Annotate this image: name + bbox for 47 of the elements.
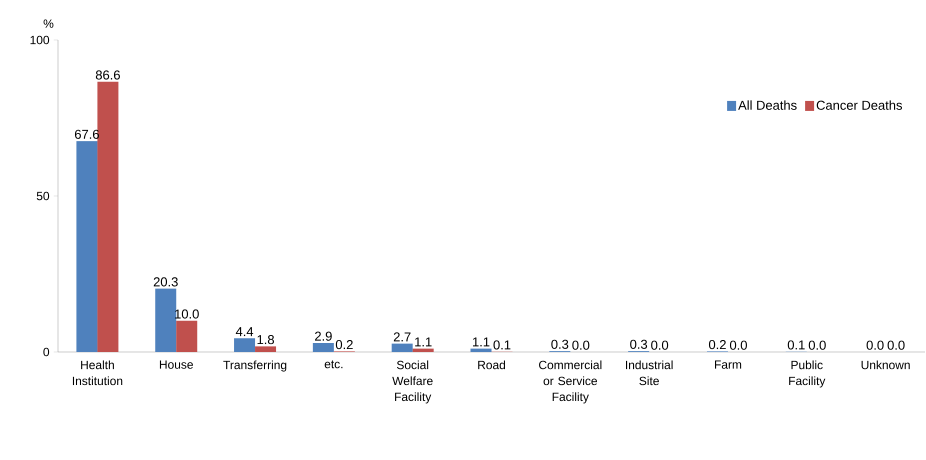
x-tick-label: Public Facility (789, 360, 826, 388)
bar (392, 344, 413, 352)
y-axis-title: % (44, 19, 54, 28)
x-tick-label: House (160, 360, 193, 369)
data-label: 0.0 (866, 340, 884, 350)
data-label: 0.2 (708, 340, 726, 350)
x-tick-label: Industrial Site (626, 360, 673, 386)
legend-label: All Deaths (738, 100, 797, 110)
x-tick-label: Commercial or Service Facility (539, 360, 602, 404)
data-label: 2.7 (394, 332, 411, 342)
data-label: 1.8 (258, 335, 274, 344)
x-tick-label: Farm (715, 360, 742, 369)
x-tick-label: Social Welfare Facility (392, 360, 433, 404)
y-tick-label: 0 (43, 348, 50, 356)
bar (470, 348, 492, 352)
bar (412, 348, 434, 352)
bar (234, 338, 256, 352)
y-tick-label: 100 (30, 36, 50, 44)
x-tick-label: Transferring (223, 360, 286, 372)
bar (155, 288, 176, 352)
x-tick-label: Road (478, 360, 506, 370)
data-label: 20.3 (154, 277, 178, 286)
data-label: 0.1 (788, 340, 805, 350)
bar (97, 82, 118, 352)
data-label: 0.0 (651, 340, 668, 350)
bar (176, 320, 198, 352)
data-label: 0.0 (888, 340, 905, 350)
data-label: 0.0 (808, 340, 826, 350)
x-tick-label: Health Institution (72, 360, 122, 386)
data-label: 0.2 (336, 340, 353, 350)
data-label: 2.9 (315, 332, 332, 341)
y-tick-label: 50 (36, 192, 50, 200)
bar (312, 342, 334, 352)
data-label: 86.6 (96, 70, 120, 80)
data-label: 0.3 (630, 340, 648, 349)
x-tick-label: etc. (324, 360, 342, 368)
bar (76, 141, 98, 352)
data-label: 0.3 (551, 340, 568, 349)
x-tick-label: Unknown (862, 360, 910, 370)
data-label: 0.0 (730, 340, 747, 350)
data-label: 4.4 (236, 327, 254, 336)
legend-label: Cancer Deaths (816, 100, 902, 110)
bar (255, 346, 276, 352)
data-label: 0.0 (572, 340, 590, 350)
data-label: 1.1 (472, 337, 490, 346)
data-label: 0.1 (494, 340, 510, 350)
data-label: 1.1 (415, 337, 432, 346)
